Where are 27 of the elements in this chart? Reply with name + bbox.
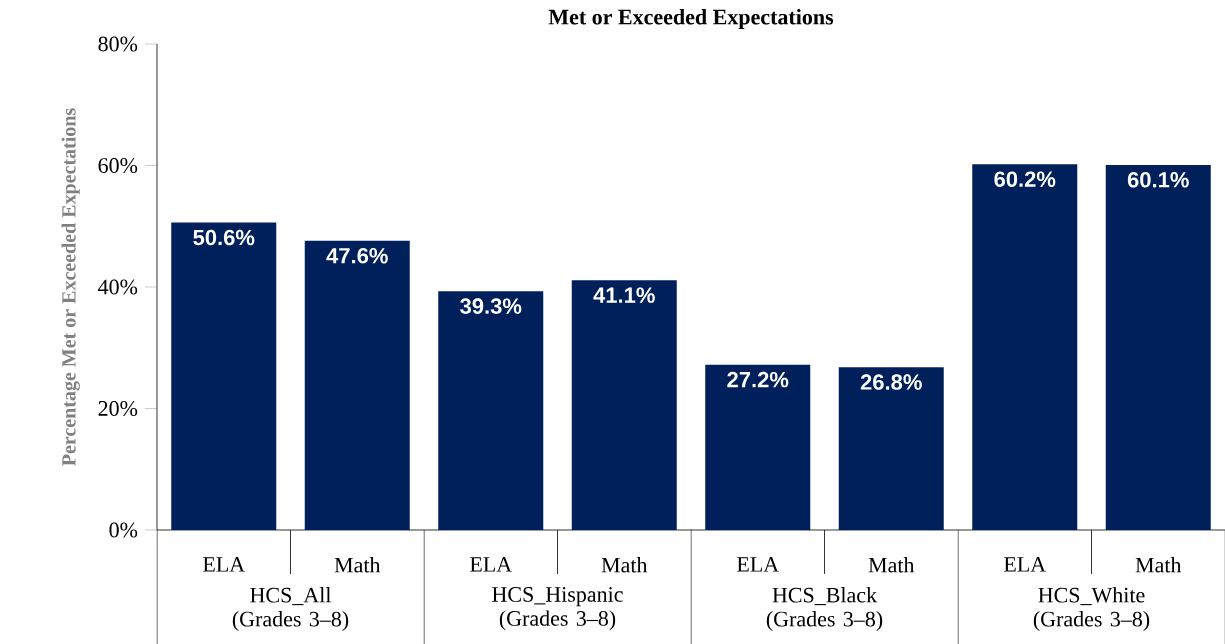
x-tick-label: ELA [737,557,779,572]
x-tick-label: ELA [1004,557,1046,572]
data-label: 41.1% [593,287,655,303]
data-label: 26.8% [860,374,922,390]
text: HCS_White (Grades 3–8) [1033,587,1150,632]
y-tick-label: 0% [109,522,138,538]
text: HCS_Black (Grades 3–8) [766,587,883,632]
y-tick-label: 80% [98,36,138,52]
data-label: 27.2% [727,371,789,388]
data-label: 60.1% [1127,171,1189,188]
y-axis-title: Percentage Met or Exceeded Expectations [61,108,80,466]
x-tick-label: Math [1135,557,1182,573]
chart-title: Met or Exceeded Expectations [548,9,834,29]
x-tick-label: Math [334,557,381,573]
x-tick-label: Math [601,557,648,573]
x-tick-label: ELA [203,557,245,572]
y-tick-label: 60% [98,158,138,173]
data-label: 39.3% [460,298,522,314]
x-tick-label: Math [868,557,915,573]
text: HCS_All (Grades 3–8) [232,587,349,632]
x-tick-label: ELA [470,557,512,572]
y-tick-label: 20% [98,401,138,416]
data-label: 50.6% [193,229,255,246]
data-label: 60.2% [994,171,1056,187]
y-tick-label: 40% [98,279,138,295]
text: HCS_Hispanic (Grades 3–8) [492,587,623,631]
data-label: 47.6% [326,247,388,264]
